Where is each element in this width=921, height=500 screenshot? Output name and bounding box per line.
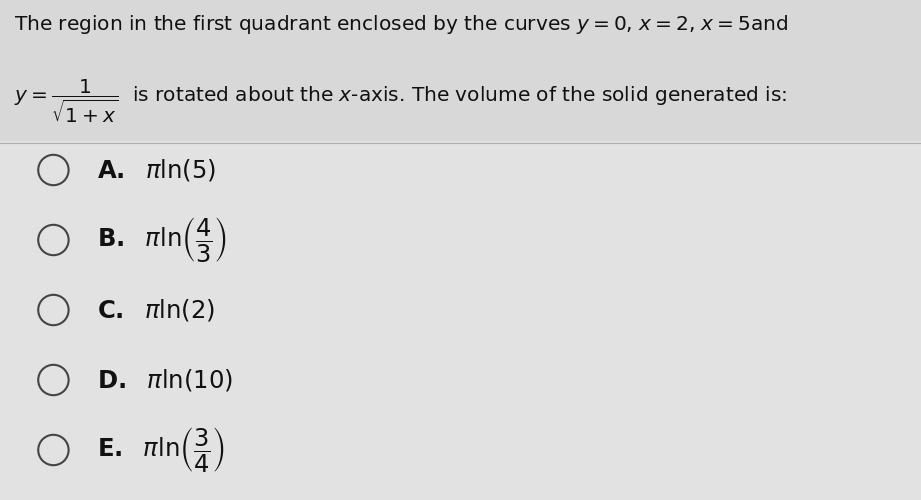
Text: The region in the first quadrant enclosed by the curves $y = 0$, $x = 2$, $x = 5: The region in the first quadrant enclose… [14, 12, 788, 36]
Text: $\mathbf{A.}$  $\pi \ln(5)$: $\mathbf{A.}$ $\pi \ln(5)$ [97, 157, 216, 183]
Text: $\mathbf{B.}$  $\pi \ln \!\left(\dfrac{4}{3}\right)$: $\mathbf{B.}$ $\pi \ln \!\left(\dfrac{4}… [97, 216, 227, 264]
Text: $\mathbf{E.}$  $\pi \ln \!\left(\dfrac{3}{4}\right)$: $\mathbf{E.}$ $\pi \ln \!\left(\dfrac{3}… [97, 426, 225, 474]
Text: $y = \dfrac{1}{\sqrt{1+x}}$  is rotated about the $x$-axis. The volume of the so: $y = \dfrac{1}{\sqrt{1+x}}$ is rotated a… [14, 78, 787, 125]
Bar [0, 0, 921, 140]
Text: $\mathbf{D.}$  $\pi \ln(10)$: $\mathbf{D.}$ $\pi \ln(10)$ [97, 367, 233, 393]
Text: $\mathbf{C.}$  $\pi \ln(2)$: $\mathbf{C.}$ $\pi \ln(2)$ [97, 297, 215, 323]
